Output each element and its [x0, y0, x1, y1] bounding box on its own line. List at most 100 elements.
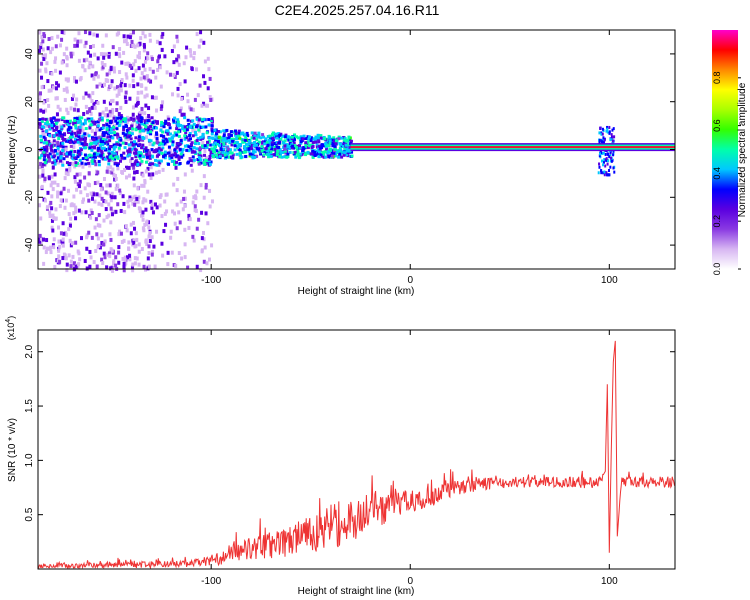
heatmap-cell	[136, 82, 140, 87]
heatmap-cell	[47, 37, 51, 42]
heatmap-cell	[100, 202, 104, 207]
heatmap-cell	[346, 138, 350, 142]
heatmap-cell	[176, 93, 180, 98]
heatmap-cell	[134, 231, 138, 236]
heatmap-cell	[147, 225, 151, 230]
heatmap-cell	[197, 44, 201, 49]
heatmap-cell	[132, 195, 136, 200]
heatmap-cell	[113, 177, 117, 182]
heatmap-cell	[117, 260, 121, 265]
heatmap-cell	[213, 128, 217, 132]
heatmap-cell	[233, 133, 237, 137]
heatmap-cell	[238, 151, 242, 155]
heatmap-cell	[257, 133, 261, 137]
heatmap-cell	[108, 147, 112, 151]
heatmap-cell	[148, 231, 152, 236]
heatmap-cell	[319, 146, 323, 150]
heatmap-cell	[52, 149, 56, 154]
heatmap-cell	[222, 135, 226, 139]
heatmap-cell	[85, 110, 89, 115]
heatmap-cell	[122, 125, 126, 129]
heatmap-cell	[131, 78, 135, 83]
heatmap-cell	[342, 141, 346, 145]
heatmap-cell	[38, 68, 42, 73]
heatmap-cell	[46, 98, 50, 103]
heatmap-cell	[146, 131, 150, 135]
heatmap-cell	[180, 112, 184, 117]
heatmap-cell	[279, 152, 283, 156]
heatmap-cell	[74, 119, 78, 123]
heatmap-cell	[91, 192, 95, 197]
heatmap-cell	[51, 228, 55, 233]
heatmap-cell	[279, 137, 283, 141]
heatmap-cell	[347, 146, 351, 150]
heatmap-cell	[217, 143, 221, 147]
heatmap-cell	[193, 204, 197, 209]
heatmap-cell	[101, 260, 105, 265]
heatmap-cell	[202, 117, 206, 121]
heatmap-cell	[53, 134, 57, 138]
heatmap-cell	[101, 140, 105, 144]
heatmap-cell	[177, 251, 181, 256]
heatmap-cell	[126, 199, 130, 204]
heatmap-cell	[256, 147, 260, 151]
heatmap-cell	[75, 43, 79, 48]
heatmap-cell	[48, 210, 52, 215]
heatmap-cell	[48, 203, 52, 208]
heatmap-cell	[148, 154, 152, 158]
heatmap-cell	[599, 152, 602, 156]
heatmap-cell	[171, 92, 175, 97]
heatmap-cell	[240, 155, 244, 159]
heatmap-cell	[135, 237, 139, 242]
heatmap-cell	[88, 153, 92, 157]
heatmap-cell	[137, 242, 141, 247]
heatmap-cell	[112, 116, 116, 120]
heatmap-cell	[55, 133, 59, 137]
heatmap-cell	[121, 256, 125, 261]
heatmap-cell	[108, 152, 112, 156]
heatmap-cell	[158, 203, 162, 208]
heatmap-cell	[65, 152, 69, 156]
heatmap-cell	[325, 147, 329, 151]
heatmap-cell	[174, 165, 178, 170]
heatmap-cell	[211, 129, 215, 133]
heatmap-cell	[42, 135, 46, 139]
heatmap-cell	[603, 170, 606, 174]
heatmap-cell	[73, 156, 77, 160]
heatmap-cell	[103, 113, 107, 118]
heatmap-cell	[90, 148, 94, 152]
heatmap-cell	[165, 140, 169, 144]
heatmap-cell	[129, 222, 133, 227]
heatmap-cell	[133, 261, 137, 266]
heatmap-cell	[116, 202, 120, 207]
heatmap-cell	[78, 257, 82, 262]
heatmap-cell	[301, 149, 305, 153]
heatmap-cell	[111, 45, 115, 50]
heatmap-cell	[88, 125, 92, 130]
heatmap-cell	[201, 140, 205, 145]
heatmap-cell	[47, 176, 51, 181]
heatmap-cell	[92, 138, 96, 142]
heatmap-cell	[344, 139, 348, 143]
heatmap-cell	[224, 155, 228, 159]
heatmap-cell	[151, 172, 155, 177]
heatmap-cell	[145, 74, 149, 79]
heatmap-cell	[149, 165, 153, 170]
heatmap-cell	[155, 108, 159, 113]
heatmap-cell	[282, 145, 286, 149]
heatmap-cell	[338, 152, 342, 156]
heatmap-cell	[50, 180, 54, 185]
heatmap-cell	[613, 170, 616, 174]
heatmap-cell	[221, 151, 225, 155]
heatmap-cell	[181, 207, 185, 212]
heatmap-cell	[153, 134, 157, 139]
heatmap-cell	[205, 143, 209, 147]
heatmap-cell	[74, 240, 78, 245]
heatmap-cell	[174, 154, 178, 159]
heatmap-cell	[304, 143, 308, 147]
heatmap-cell	[189, 147, 193, 151]
heatmap-cell	[262, 148, 266, 152]
heatmap-cell	[56, 183, 60, 188]
heatmap-cell	[119, 83, 123, 88]
heatmap-cell	[161, 134, 165, 138]
